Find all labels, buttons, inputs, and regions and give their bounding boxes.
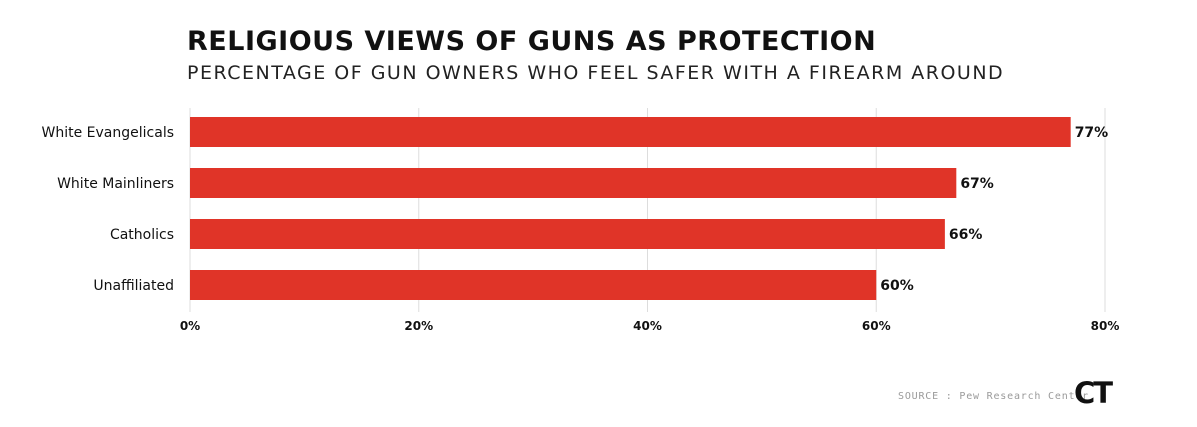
chart-title: RELIGIOUS VIEWS OF GUNS AS PROTECTION [187, 26, 877, 57]
value-labels: 77% 67% 66% 60% [880, 125, 1108, 294]
x-tick-label-3: 60% [862, 319, 891, 333]
x-tick-label-1: 20% [404, 319, 433, 333]
chart-subtitle: PERCENTAGE OF GUN OWNERS WHO FEEL SAFER … [187, 62, 1005, 84]
value-label-2: 66% [949, 227, 983, 243]
value-label-0: 77% [1075, 125, 1109, 141]
category-label-1: White Mainliners [57, 176, 174, 192]
x-tick-label-2: 40% [633, 319, 662, 333]
category-label-3: Unaffiliated [93, 278, 174, 294]
bar-1 [190, 168, 957, 198]
ct-logo: CT [1074, 376, 1113, 410]
category-labels: White Evangelicals White Mainliners Cathol… [42, 125, 174, 294]
x-axis-ticks: 0% 20% 40% 60% 80% [180, 319, 1120, 333]
bar-0 [190, 117, 1071, 147]
x-tick-label-0: 0% [180, 319, 200, 333]
source-note: SOURCE : Pew Research Center [898, 391, 1089, 402]
value-label-3: 60% [880, 278, 914, 294]
bar-3 [190, 270, 877, 300]
category-label-0: White Evangelicals [42, 125, 174, 141]
bars [190, 117, 1071, 300]
category-label-2: Catholics [110, 227, 174, 243]
value-label-1: 67% [960, 176, 994, 192]
x-tick-label-4: 80% [1091, 319, 1120, 333]
bar-2 [190, 219, 945, 249]
